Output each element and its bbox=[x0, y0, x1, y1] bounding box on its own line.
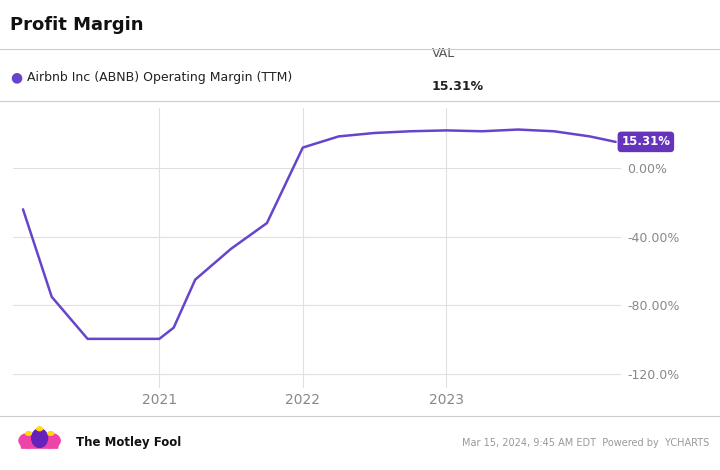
Text: ●: ● bbox=[10, 70, 22, 85]
Text: Airbnb Inc (ABNB) Operating Margin (TTM): Airbnb Inc (ABNB) Operating Margin (TTM) bbox=[27, 71, 292, 84]
Text: Profit Margin: Profit Margin bbox=[10, 16, 143, 34]
Text: VAL: VAL bbox=[432, 47, 455, 60]
Text: Mar 15, 2024, 9:45 AM EDT  Powered by  YCHARTS: Mar 15, 2024, 9:45 AM EDT Powered by YCH… bbox=[462, 438, 709, 448]
Text: The Motley Fool: The Motley Fool bbox=[76, 436, 181, 449]
Text: 15.31%: 15.31% bbox=[432, 80, 484, 93]
Text: 15.31%: 15.31% bbox=[621, 135, 670, 149]
